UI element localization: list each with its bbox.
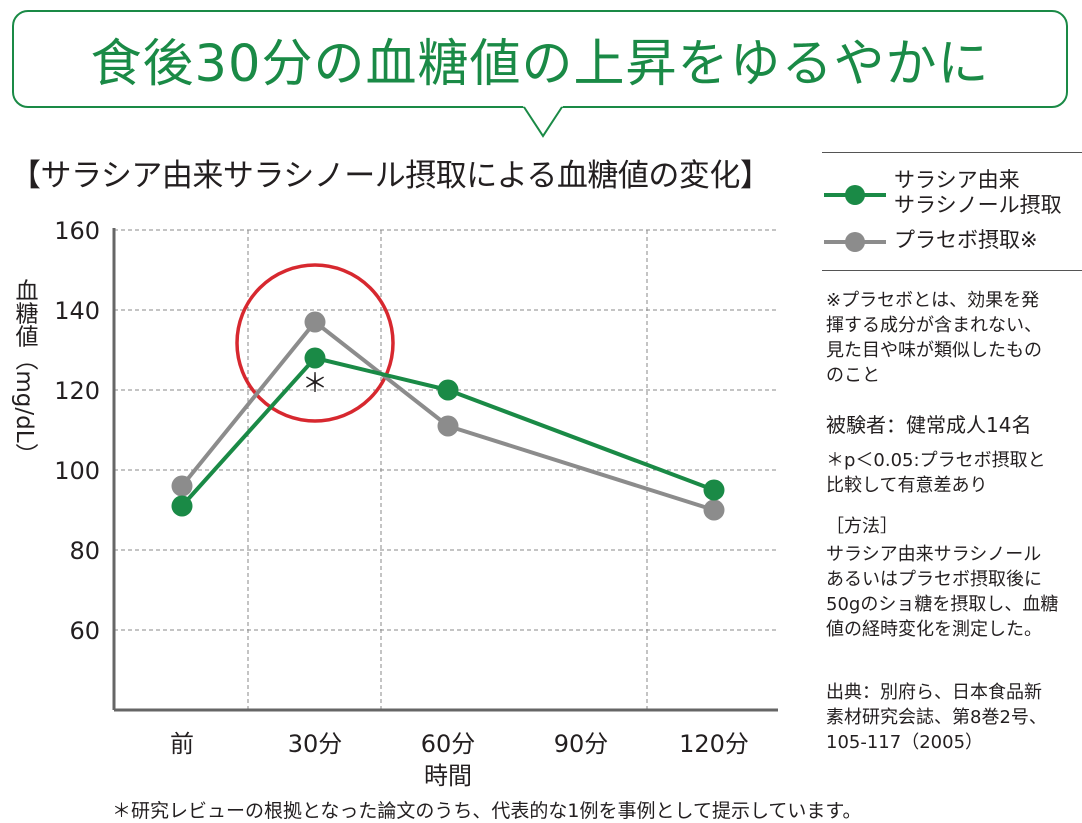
y-tick-label: 140 [54,297,100,325]
headline-text: 食後30分の血糖値の上昇をゆるやかに [90,35,990,94]
y-axis-title: 血糖値（mg/dL） [11,278,39,465]
method-body: サラシア由来サラシノール あるいはプラセボ摂取後に 50gのショ糖を摂取し、血糖… [826,544,1059,640]
method-heading: ［方法］ [826,516,898,537]
legend-label-salacia: サラシア由来 サラシノール摂取 [894,168,1062,217]
footnote: ＊研究レビューの根拠となった論文のうち、代表的な1例を事例として提示しています。 [112,800,862,822]
legend-marker-placebo [824,232,886,252]
series-line-salacia [180,356,715,508]
y-tick-label: 80 [69,537,100,565]
data-point-placebo [304,311,326,333]
placebo-note: ※プラセボとは、効果を発 揮する成分が含まれない、 見た目や味が類似したもの の… [826,290,1042,386]
legend-top-rule [822,152,1082,153]
data-point-salacia [437,379,459,401]
y-axis-title-text: 血糖値（mg/dL） [11,278,39,465]
y-tick-label: 120 [54,377,100,405]
data-point-placebo [171,475,193,497]
data-point-placebo [437,415,459,437]
x-tick-label: 30分 [288,730,343,758]
source-note: 出典：別府ら、日本食品新 素材研究会誌、第8巻2号、 105-117（2005） [826,682,1047,753]
data-point-salacia [171,495,193,517]
y-tick-label: 160 [54,217,100,245]
data-point-salacia [703,479,725,501]
significance-note: ＊p＜0.05:プラセボ摂取と 比較して有意差あり [826,450,1046,496]
y-tick-label: 100 [54,457,100,485]
x-tick-label: 60分 [421,730,476,758]
x-tick-label: 90分 [554,730,609,758]
banner-pointer [523,106,563,138]
data-point-placebo [703,499,725,521]
subjects-note: 被験者：健常成人14名 [826,413,1032,437]
x-tick-label: 120分 [679,730,749,758]
legend-bottom-rule [822,270,1082,271]
x-axis-title: 時間 [424,762,472,790]
significance-asterisk: ＊ [302,369,328,399]
highlight-circle [235,263,395,423]
legend-label-placebo: プラセボ摂取※ [894,228,1038,252]
y-tick-label: 60 [69,617,100,645]
chart-title: 【サラシア由来サラシノール摂取による血糖値の変化】 [10,158,771,194]
x-tick-label: 前 [170,730,194,758]
legend-marker-salacia [824,185,886,205]
data-point-salacia [304,347,326,369]
